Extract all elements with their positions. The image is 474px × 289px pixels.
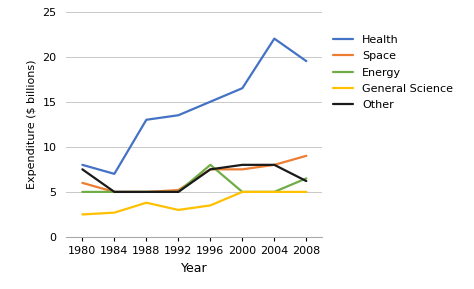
Energy bbox=[80, 190, 85, 194]
Line: General Science: General Science bbox=[82, 192, 306, 214]
Line: Space: Space bbox=[82, 156, 306, 192]
Space bbox=[303, 154, 309, 158]
Health bbox=[111, 172, 117, 176]
General Science bbox=[272, 190, 277, 194]
Y-axis label: Expenditure ($ billions): Expenditure ($ billions) bbox=[27, 60, 37, 189]
General Science bbox=[303, 190, 309, 194]
Space bbox=[175, 188, 181, 192]
Other bbox=[175, 190, 181, 194]
General Science bbox=[208, 204, 213, 207]
Other bbox=[303, 179, 309, 183]
General Science bbox=[175, 208, 181, 212]
Other bbox=[208, 168, 213, 171]
General Science bbox=[239, 190, 245, 194]
Space bbox=[272, 163, 277, 166]
General Science bbox=[80, 213, 85, 216]
Health bbox=[144, 118, 149, 121]
Energy bbox=[303, 177, 309, 180]
Health bbox=[239, 86, 245, 90]
Line: Energy: Energy bbox=[82, 165, 306, 192]
Energy bbox=[111, 190, 117, 194]
Energy bbox=[208, 163, 213, 166]
Line: Other: Other bbox=[82, 165, 306, 192]
General Science bbox=[144, 201, 149, 204]
Health bbox=[208, 100, 213, 103]
Other bbox=[272, 163, 277, 166]
Health bbox=[175, 114, 181, 117]
Other bbox=[239, 163, 245, 166]
Space bbox=[144, 190, 149, 194]
General Science bbox=[111, 211, 117, 214]
Space bbox=[80, 181, 85, 185]
Space bbox=[239, 168, 245, 171]
X-axis label: Year: Year bbox=[181, 262, 208, 275]
Health bbox=[272, 37, 277, 40]
Space bbox=[111, 190, 117, 194]
Line: Health: Health bbox=[82, 39, 306, 174]
Energy bbox=[175, 190, 181, 194]
Energy bbox=[272, 190, 277, 194]
Space bbox=[208, 168, 213, 171]
Health bbox=[80, 163, 85, 166]
Other bbox=[111, 190, 117, 194]
Other bbox=[80, 168, 85, 171]
Health bbox=[303, 60, 309, 63]
Other bbox=[144, 190, 149, 194]
Energy bbox=[239, 190, 245, 194]
Energy bbox=[144, 190, 149, 194]
Legend: Health, Space, Energy, General Science, Other: Health, Space, Energy, General Science, … bbox=[333, 35, 453, 110]
